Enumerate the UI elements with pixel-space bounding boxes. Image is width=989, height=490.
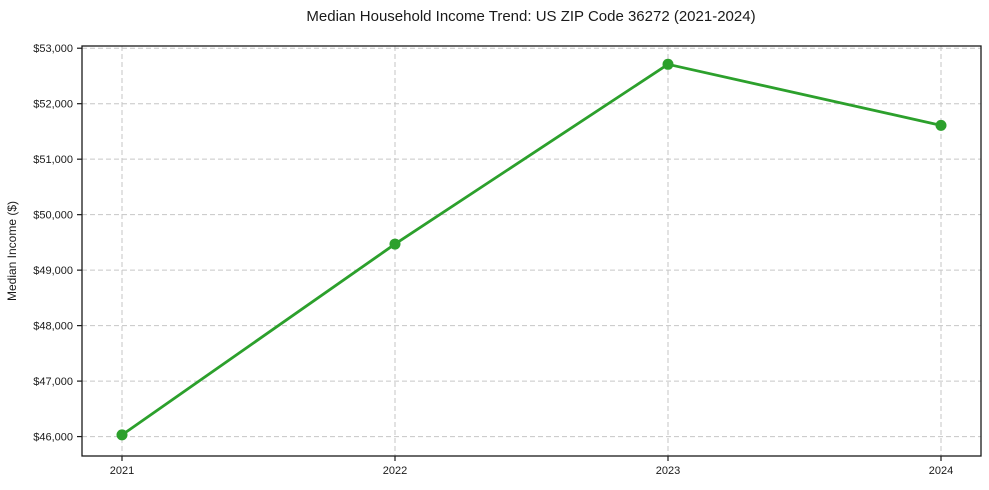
- y-tick-label: $50,000: [33, 209, 73, 221]
- trend-line: [120, 62, 943, 437]
- y-tick-label: $47,000: [33, 376, 73, 388]
- data-point: [935, 119, 947, 131]
- y-axis-label: Median Income ($): [5, 201, 19, 301]
- data-point: [116, 429, 128, 441]
- y-tick-label: $52,000: [33, 98, 73, 110]
- y-tick-label: $46,000: [33, 431, 73, 443]
- x-tick-label: 2024: [929, 465, 953, 477]
- axis-ticks: $46,000 $47,000 $48,000 $49,000 $50,000 $51,0…: [33, 43, 953, 477]
- gridlines: [82, 46, 981, 456]
- data-point: [389, 238, 401, 250]
- data-series: [116, 58, 947, 441]
- y-tick-label: $49,000: [33, 265, 73, 277]
- data-point: [662, 58, 674, 70]
- y-tick-label: $51,000: [33, 154, 73, 166]
- y-tick-label: $53,000: [33, 43, 73, 55]
- chart-title: Median Household Income Trend: US ZIP Co…: [306, 8, 755, 25]
- y-tick-label: $48,000: [33, 320, 73, 332]
- x-tick-label: 2021: [110, 465, 134, 477]
- x-tick-label: 2022: [383, 465, 407, 477]
- plot-border: [81, 45, 982, 457]
- x-tick-label: 2023: [656, 465, 680, 477]
